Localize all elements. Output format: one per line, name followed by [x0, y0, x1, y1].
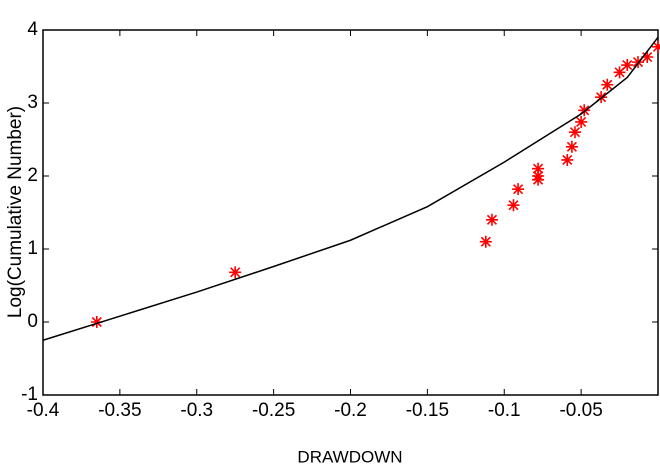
data-point: [512, 183, 525, 196]
plot-frame: [42, 29, 659, 396]
x-tick-label: -0.35: [98, 400, 141, 421]
x-tick-label: -0.3: [180, 400, 213, 421]
data-point: [601, 78, 614, 91]
x-tick-label: -0.05: [559, 400, 602, 421]
data-point: [532, 162, 545, 175]
x-tick-label: -0.15: [406, 400, 449, 421]
x-tick-label: -0.1: [488, 400, 521, 421]
x-tick-label: -0.25: [252, 400, 295, 421]
data-point: [613, 66, 626, 79]
data-point: [90, 316, 103, 328]
y-tick-label: 1: [27, 238, 38, 259]
y-tick-label: 3: [27, 92, 38, 113]
data-point: [621, 59, 634, 72]
data-point: [532, 170, 545, 182]
data-point: [229, 266, 242, 279]
x-tick-label: -0.2: [334, 400, 367, 421]
data-point: [595, 91, 608, 104]
data-point: [485, 213, 498, 226]
data-point: [632, 56, 645, 69]
data-point: [641, 51, 654, 64]
y-tick-label: -1: [21, 384, 38, 405]
y-axis-label: Log(Cumulative Number): [5, 106, 26, 318]
data-point: [507, 199, 520, 212]
y-tick-label: 2: [27, 165, 38, 186]
y-tick-label: 0: [27, 311, 38, 332]
data-point: [578, 104, 591, 117]
data-point: [565, 140, 578, 153]
y-tick-label: 4: [27, 19, 38, 40]
x-tick-label: -0.4: [27, 400, 60, 421]
fit-curve: [42, 36, 659, 341]
data-point: [561, 153, 574, 166]
data-point: [568, 126, 581, 139]
data-point: [479, 235, 492, 248]
data-point: [575, 115, 588, 128]
x-axis-label: DRAWDOWN: [297, 447, 402, 466]
data-point: [652, 40, 660, 53]
